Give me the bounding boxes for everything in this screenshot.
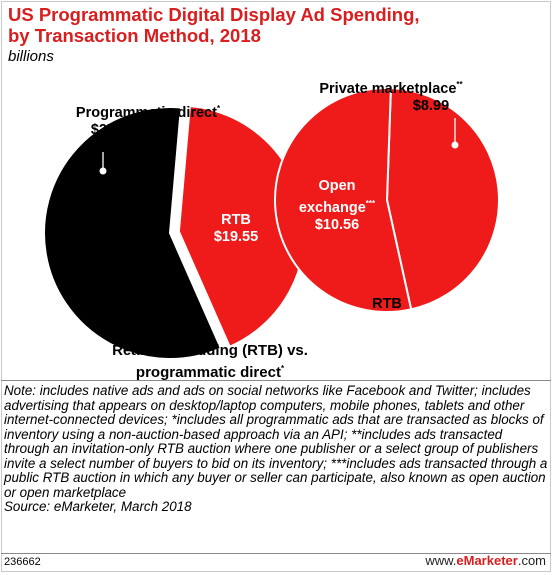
chart-subtitle: billions xyxy=(8,48,54,65)
label-programmatic-direct: Programmatic direct* $27.00 xyxy=(58,100,238,139)
leader-dot-private-marketplace xyxy=(451,141,459,149)
label-private-marketplace-value: $8.99 xyxy=(412,97,450,114)
chart-caption: Real-time bidding (RTB) vs. programmatic… xyxy=(60,342,360,382)
label-private-marketplace: Private marketplace** $8.99 xyxy=(286,76,496,115)
label-programmatic-direct-value: $27.00 xyxy=(90,121,136,138)
caption-footnote: * xyxy=(280,364,285,373)
label-open-exchange-line1: Open xyxy=(318,178,356,194)
title-line-1: US Programmatic Digital Display Ad Spend… xyxy=(8,4,420,25)
leader-dot-programmatic-direct xyxy=(99,167,107,175)
divider-top xyxy=(1,380,551,381)
label-rtb-left-name: RTB xyxy=(221,212,251,228)
brand-logo: www.eMarketer.com xyxy=(425,553,546,568)
label-open-exchange-line2: exchange xyxy=(298,199,366,216)
caption-line-1: Real-time bidding (RTB) vs. xyxy=(112,342,308,359)
chart-id: 236662 xyxy=(4,556,41,568)
divider-bottom xyxy=(1,553,551,554)
brand-prefix: www. xyxy=(425,553,457,568)
title-line-2: by Transaction Method, 2018 xyxy=(8,25,261,46)
label-programmatic-direct-footnote: * xyxy=(216,104,221,113)
label-rtb-left: RTB $19.55 xyxy=(196,212,276,246)
chart-title: US Programmatic Digital Display Ad Spend… xyxy=(8,4,528,46)
pie-charts xyxy=(43,87,500,360)
label-rtb-left-value: $19.55 xyxy=(213,229,259,245)
brand-name: Marketer xyxy=(463,553,518,568)
label-private-marketplace-footnote: ** xyxy=(456,80,463,89)
caption-line-2: programmatic direct xyxy=(135,364,281,381)
source-text: Source: eMarketer, March 2018 xyxy=(4,499,192,514)
slice-programmatic-direct xyxy=(43,106,223,360)
label-rtb-group: RTB xyxy=(372,296,402,312)
label-open-exchange-footnote: *** xyxy=(365,199,376,208)
note-text: Note: includes native ads and ads on soc… xyxy=(4,383,548,500)
brand-bold: e xyxy=(456,553,464,568)
label-programmatic-direct-name: Programmatic direct xyxy=(75,104,217,121)
chart-note: Note: includes native ads and ads on soc… xyxy=(4,383,549,515)
brand-suffix: .com xyxy=(517,553,546,568)
slice-open-exchange xyxy=(274,87,413,313)
label-open-exchange: Open exchange*** $10.56 xyxy=(282,178,392,234)
label-open-exchange-value: $10.56 xyxy=(314,216,360,233)
label-private-marketplace-name: Private marketplace xyxy=(319,80,457,97)
slice-private-marketplace xyxy=(385,87,500,311)
